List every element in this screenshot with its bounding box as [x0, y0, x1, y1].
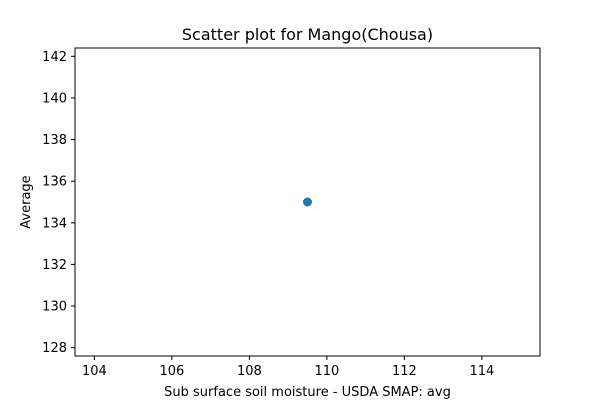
x-tick-label: 110 [314, 364, 339, 379]
x-tick-label: 114 [469, 364, 494, 379]
x-tick-label: 108 [237, 364, 262, 379]
x-tick-label: 106 [159, 364, 184, 379]
x-tick-label: 104 [82, 364, 107, 379]
x-axis-label: Sub surface soil moisture - USDA SMAP: a… [164, 385, 451, 400]
y-axis-label: Average [19, 175, 34, 228]
scatter-point [303, 197, 312, 207]
y-tick-label: 142 [42, 50, 67, 65]
y-tick-label: 138 [42, 133, 67, 148]
points-layer [303, 197, 312, 207]
y-tick-label: 128 [42, 341, 67, 356]
x-tick-label: 112 [392, 364, 417, 379]
y-tick-label: 134 [42, 216, 67, 231]
y-tick-label: 130 [42, 300, 67, 315]
y-tick-label: 132 [42, 258, 67, 273]
y-tick-label: 136 [42, 175, 67, 190]
y-tick-label: 140 [42, 91, 67, 106]
plot-frame [74, 47, 541, 357]
chart-title: Scatter plot for Mango(Chousa) [182, 25, 433, 44]
ticks-layer: 104 106 108 110 112 114 128 130 132 134 136 138 140 1… [42, 50, 494, 379]
